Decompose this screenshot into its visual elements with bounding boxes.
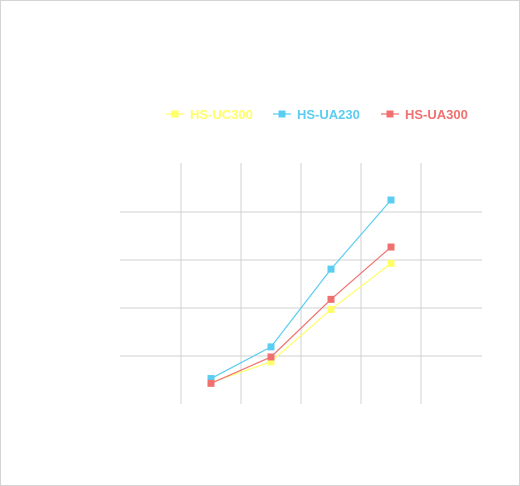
point-hs-ua300 [387, 243, 395, 251]
legend-label-hs-uc300: HS-UC300 [190, 107, 253, 122]
series [207, 196, 395, 387]
series-line-hs-ua300 [210, 246, 392, 384]
point-hs-ua230 [327, 265, 335, 273]
point-hs-ua230 [207, 375, 215, 383]
point-hs-ua300 [327, 295, 335, 303]
legend-marker-hs-ua230 [278, 110, 286, 118]
point-hs-ua300 [267, 353, 275, 361]
grid [120, 163, 482, 404]
legend-marker-hs-uc300 [171, 110, 179, 118]
point-hs-uc300 [267, 358, 275, 366]
point-hs-uc300 [387, 259, 395, 267]
point-hs-ua230 [267, 343, 275, 351]
series-line-hs-ua230 [210, 199, 392, 380]
legend-marker-hs-ua300 [386, 110, 394, 118]
point-hs-ua230 [387, 196, 395, 204]
series-line-hs-uc300 [210, 262, 392, 383]
legend: HS-UC300 HS-UA230 HS-UA300 [166, 107, 468, 122]
legend-label-hs-ua300: HS-UA300 [405, 107, 468, 122]
legend-label-hs-ua230: HS-UA230 [297, 107, 360, 122]
point-hs-ua300 [207, 379, 215, 387]
point-hs-uc300 [327, 305, 335, 313]
